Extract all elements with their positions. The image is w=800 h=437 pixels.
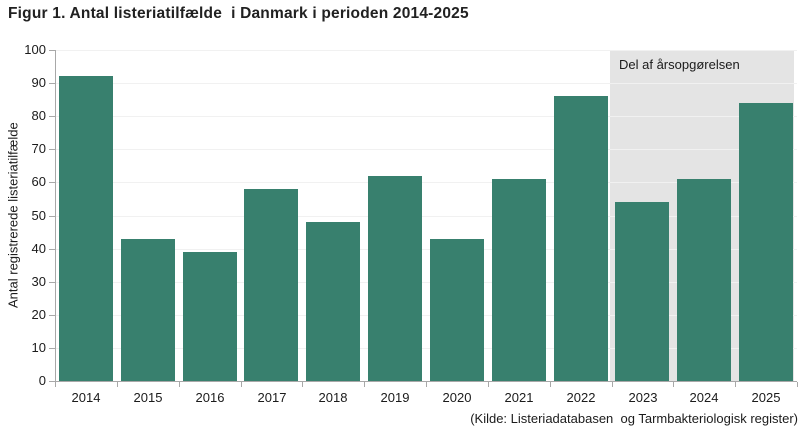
x-tick bbox=[117, 382, 118, 387]
bar-2020 bbox=[430, 239, 484, 381]
x-tick-label: 2014 bbox=[71, 390, 101, 405]
y-tick bbox=[49, 315, 55, 316]
y-tick bbox=[49, 116, 55, 117]
y-tick-label: 100 bbox=[24, 42, 46, 57]
y-tick-label: 30 bbox=[31, 274, 46, 289]
x-axis-line bbox=[55, 381, 797, 382]
y-tick-label: 80 bbox=[31, 108, 46, 123]
x-tick bbox=[241, 382, 242, 387]
x-tick bbox=[179, 382, 180, 387]
x-tick bbox=[735, 382, 736, 387]
x-tick bbox=[55, 382, 56, 387]
x-tick bbox=[364, 382, 365, 387]
x-tick-label: 2017 bbox=[257, 390, 287, 405]
gridline bbox=[55, 149, 797, 150]
x-tick-label: 2020 bbox=[442, 390, 472, 405]
x-tick bbox=[426, 382, 427, 387]
bar-2023 bbox=[615, 202, 669, 381]
y-tick bbox=[49, 381, 55, 382]
y-tick bbox=[49, 282, 55, 283]
x-tick-label: 2018 bbox=[318, 390, 348, 405]
y-tick bbox=[49, 216, 55, 217]
y-tick-label: 90 bbox=[31, 75, 46, 90]
gridline bbox=[55, 315, 797, 316]
y-tick-label: 60 bbox=[31, 174, 46, 189]
x-tick-label: 2021 bbox=[504, 390, 534, 405]
x-tick bbox=[673, 382, 674, 387]
bar-2024 bbox=[677, 179, 731, 381]
source-note: (Kilde: Listeriadatabasen og Tarmbakteri… bbox=[470, 411, 798, 426]
bar-2015 bbox=[121, 239, 175, 381]
x-tick-label: 2015 bbox=[133, 390, 163, 405]
bar-2016 bbox=[183, 252, 237, 381]
y-tick-label: 0 bbox=[38, 373, 46, 388]
gridline bbox=[55, 348, 797, 349]
x-tick bbox=[797, 382, 798, 387]
x-tick bbox=[302, 382, 303, 387]
x-tick-label: 2016 bbox=[195, 390, 225, 405]
gridline bbox=[55, 282, 797, 283]
bar-2018 bbox=[306, 222, 360, 381]
x-tick-label: 2024 bbox=[689, 390, 719, 405]
gridline bbox=[55, 216, 797, 217]
y-tick-label: 10 bbox=[31, 340, 46, 355]
x-tick bbox=[550, 382, 551, 387]
y-tick bbox=[49, 50, 55, 51]
bar-2022 bbox=[554, 96, 608, 381]
x-tick-label: 2022 bbox=[566, 390, 596, 405]
y-tick-label: 20 bbox=[31, 307, 46, 322]
x-tick bbox=[612, 382, 613, 387]
gridline bbox=[55, 50, 797, 51]
bar-2014 bbox=[59, 76, 113, 381]
y-axis-line bbox=[55, 50, 56, 381]
chart-title: Figur 1. Antal listeriatilfælde i Danmar… bbox=[8, 5, 469, 22]
gridline bbox=[55, 182, 797, 183]
y-tick bbox=[49, 249, 55, 250]
x-tick-label: 2025 bbox=[751, 390, 781, 405]
y-tick bbox=[49, 83, 55, 84]
y-tick bbox=[49, 149, 55, 150]
gridline bbox=[55, 116, 797, 117]
x-tick bbox=[488, 382, 489, 387]
bar-2019 bbox=[368, 176, 422, 381]
gridline bbox=[55, 83, 797, 84]
y-tick-label: 70 bbox=[31, 141, 46, 156]
gridline bbox=[55, 249, 797, 250]
highlight-region-label: Del af årsopgørelsen bbox=[619, 57, 740, 72]
bar-2025 bbox=[739, 103, 793, 381]
y-tick bbox=[49, 182, 55, 183]
x-tick-label: 2019 bbox=[380, 390, 410, 405]
x-tick-label: 2023 bbox=[628, 390, 658, 405]
y-tick-label: 40 bbox=[31, 241, 46, 256]
bar-2017 bbox=[244, 189, 298, 381]
bar-2021 bbox=[492, 179, 546, 381]
y-tick bbox=[49, 348, 55, 349]
y-tick-label: 50 bbox=[31, 208, 46, 223]
